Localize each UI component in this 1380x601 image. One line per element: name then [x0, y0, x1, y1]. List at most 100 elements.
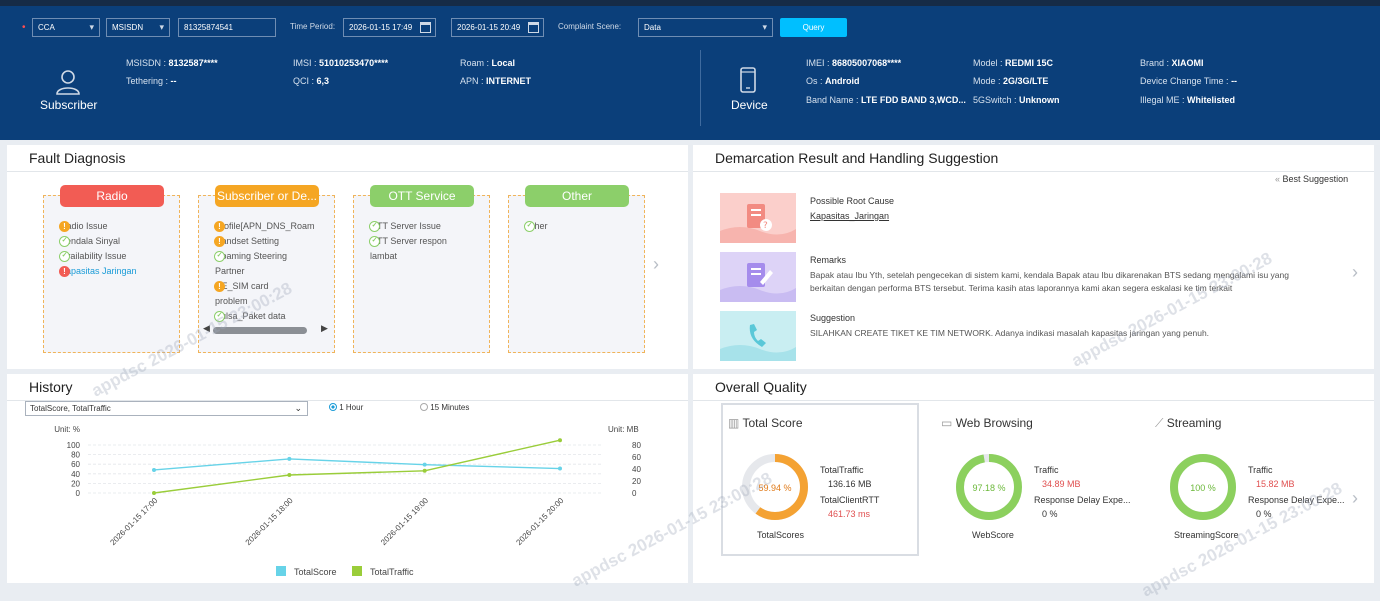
ott-card-header[interactable]: OTT Service — [370, 185, 474, 207]
other-card-header[interactable]: Other — [525, 185, 629, 207]
y-right-tick-label: 80 — [632, 441, 641, 450]
series-line-TotalScore — [153, 458, 561, 471]
radio-1-hour[interactable]: 1 Hour — [329, 403, 363, 412]
series-line-TotalTraffic — [153, 439, 561, 494]
region-value: CCA — [38, 23, 55, 32]
best-suggestion-link[interactable]: « Best Suggestion — [1275, 174, 1349, 184]
top-strip — [0, 0, 1380, 6]
y-left-tick-label: 20 — [71, 479, 80, 488]
chevron-right-icon[interactable]: › — [1352, 262, 1358, 282]
calendar-icon — [528, 22, 539, 33]
list-item[interactable]: ! Profile[APN_DNS_Roam — [214, 221, 315, 232]
msisdn-info: MSISDN : 8132587**** — [126, 58, 218, 68]
demarcation-panel: Demarcation Result and Handling Suggesti… — [693, 145, 1374, 369]
imsi-info: IMSI : 51010253470**** — [293, 58, 389, 68]
list-item[interactable]: ✓ Availability Issue — [59, 251, 127, 262]
subscriber-card-header[interactable]: Subscriber or De... — [215, 185, 319, 207]
web-browsing-title: ▭ Web Browsing — [941, 416, 1033, 430]
remarks-text: Bapak atau Ibu Yth, setelah pengecekan d… — [810, 270, 1289, 280]
imei-info: IMEI : 86805007068**** — [806, 58, 902, 68]
metric-select-value: TotalScore, TotalTraffic — [30, 404, 111, 413]
warning-icon: ! — [214, 281, 225, 292]
time-period-label: Time Period: — [290, 22, 336, 31]
web-score-label: WebScore — [972, 530, 1014, 540]
list-item[interactable]: ✓ OTT Server respon — [369, 236, 447, 247]
check-icon: ✓ — [524, 221, 535, 232]
y-right-tick-label: 60 — [632, 453, 641, 462]
list-item[interactable]: ! Radio Issue — [59, 221, 108, 232]
radio-card-header[interactable]: Radio — [60, 185, 164, 207]
list-item[interactable]: ✓ Roaming Steering — [214, 251, 288, 262]
y-right-tick-label: 20 — [632, 477, 641, 486]
number-input[interactable]: 81325874541 — [178, 18, 276, 37]
divider — [693, 400, 1374, 401]
list-item[interactable]: ✓ Kendala Sinyal — [59, 236, 121, 247]
scroll-left-icon[interactable]: ◀ — [203, 323, 210, 333]
total-score-title: ▥ Total Score — [728, 416, 803, 430]
check-icon: ✓ — [214, 251, 225, 262]
legend-swatch-TotalScore — [276, 566, 286, 576]
scene-value: Data — [644, 23, 661, 32]
phone-icon — [740, 67, 756, 93]
warning-icon: ! — [214, 236, 225, 247]
5gswitch-info: 5GSwitch : Unknown — [973, 95, 1060, 105]
complaint-scene-label: Complaint Scene: — [558, 22, 622, 31]
x-tick-label: 2026-01-15 20:00 — [514, 496, 565, 547]
start-time-input[interactable]: 2026-01-15 17:49 — [343, 18, 436, 37]
subscriber-card: ! Profile[APN_DNS_Roam ! Handset Setting ✓… — [198, 195, 335, 353]
root-cause-label: Possible Root Cause — [810, 196, 895, 206]
svg-text:?: ? — [763, 221, 768, 231]
chevron-down-icon: ▾ — [762, 22, 767, 32]
suggestion-label: Suggestion — [810, 313, 856, 323]
data-point-TotalTraffic — [422, 468, 427, 473]
total-scores-label: TotalScores — [757, 530, 805, 540]
list-item[interactable]: ✓ OTT Server Issue — [369, 221, 441, 232]
data-point-TotalScore — [558, 466, 562, 471]
required-marker: • — [22, 22, 26, 33]
streaming-delay-label: Response Delay Expe... — [1248, 495, 1345, 505]
id-type-select[interactable]: MSISDN ▾ — [106, 18, 170, 37]
metric-select[interactable]: TotalScore, TotalTraffic ⌄ — [25, 401, 308, 416]
region-select[interactable]: CCA ▾ — [32, 18, 100, 37]
list-item: Partner — [215, 266, 245, 276]
list-item: problem — [215, 296, 248, 306]
chevron-down-icon: ⌄ — [294, 403, 302, 413]
qci-info: QCI : 6,3 — [293, 76, 330, 86]
scroll-right-icon[interactable]: ▶ — [321, 323, 328, 333]
list-item[interactable]: ! Handset Setting — [214, 236, 280, 247]
list-item[interactable]: ! Kapasitas Jaringan — [59, 266, 137, 277]
total-score-card[interactable] — [721, 403, 919, 556]
streaming-traffic-label: Traffic — [1248, 465, 1273, 475]
list-item[interactable]: ✓ Pulsa_Paket data — [214, 311, 286, 322]
query-button[interactable]: Query — [780, 18, 847, 37]
divider — [7, 171, 688, 172]
streaming-delay-value: 0 % — [1256, 509, 1272, 519]
check-icon: ✓ — [369, 236, 380, 247]
y-left-unit: Unit: % — [54, 425, 80, 434]
check-icon: ✓ — [369, 221, 380, 232]
chevron-right-icon[interactable]: › — [1352, 488, 1358, 508]
root-cause-link[interactable]: Kapasitas_Jaringan — [810, 211, 890, 221]
tethering-info: Tethering : -- — [126, 76, 177, 86]
radio-checked-icon — [329, 403, 337, 411]
horizontal-scrollbar[interactable] — [213, 327, 307, 334]
other-card: ✓ Other — [508, 195, 645, 353]
list-item[interactable]: ✓ Other — [524, 221, 548, 232]
suggestion-text: SILAHKAN CREATE TIKET KE TIM NETWORK. Ad… — [810, 328, 1210, 338]
y-left-tick-label: 80 — [71, 451, 80, 460]
panel-title: Fault Diagnosis — [29, 150, 126, 166]
data-point-TotalScore — [152, 467, 156, 472]
roam-info: Roam : Local — [460, 58, 516, 68]
total-rtt-label: TotalClientRTT — [820, 495, 880, 505]
chevron-right-icon[interactable]: › — [653, 254, 659, 274]
double-chevron-left-icon: « — [1275, 174, 1281, 184]
device-change-info: Device Change Time : -- — [1140, 76, 1238, 86]
end-time-input[interactable]: 2026-01-15 20:49 — [451, 18, 544, 37]
x-tick-label: 2026-01-15 17:00 — [108, 496, 159, 547]
complaint-scene-select[interactable]: Data ▾ — [638, 18, 773, 37]
divider — [693, 171, 1374, 172]
list-item[interactable]: ! UE_SIM card — [214, 281, 269, 292]
suggestion-icon — [720, 311, 796, 361]
total-score-ring: 59.94 % — [742, 454, 808, 520]
radio-15-minutes[interactable]: 15 Minutes — [420, 403, 469, 412]
